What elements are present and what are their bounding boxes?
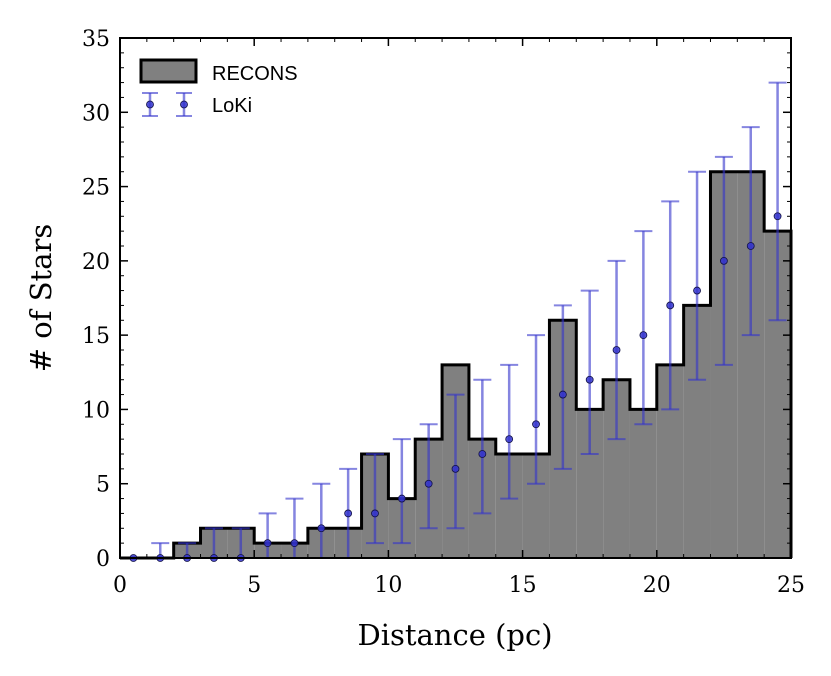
- loki-point: [263, 539, 272, 548]
- loki-point: [371, 509, 379, 518]
- y-tick-label: 25: [82, 176, 110, 201]
- axis-ticks: 0 5 10 15 20 25 0 5 10 15 20 25 30 35: [82, 27, 805, 598]
- loki-point: [720, 256, 728, 265]
- plot-frame: [119, 37, 792, 559]
- legend: RECONS LoKi: [139, 58, 298, 117]
- loki-errorbars: [124, 81, 787, 562]
- loki-point: [532, 420, 540, 429]
- x-tick-label: 5: [247, 573, 261, 598]
- loki-point-group: [553, 304, 572, 470]
- y-tick-label: 30: [82, 101, 110, 126]
- loki-point-group: [446, 393, 465, 530]
- loki-point: [693, 286, 701, 295]
- legend-loki-label: LoKi: [212, 95, 252, 117]
- y-tick-label: 20: [82, 250, 110, 275]
- loki-point-group: [607, 259, 626, 441]
- loki-point-group: [392, 438, 411, 545]
- y-axis-title: # of Stars: [24, 224, 58, 372]
- loki-point: [746, 242, 755, 250]
- loki-point: [344, 509, 353, 518]
- legend-recons-swatch: [139, 58, 198, 84]
- loki-point: [317, 524, 326, 533]
- x-tick-label: 15: [509, 573, 537, 598]
- loki-point-group: [768, 81, 787, 322]
- loki-point: [666, 301, 675, 310]
- loki-point: [505, 435, 514, 444]
- loki-point-group: [661, 200, 680, 411]
- loki-point-group: [741, 126, 760, 337]
- legend-recons-label: RECONS: [212, 63, 298, 85]
- y-tick-label: 35: [82, 27, 110, 52]
- loki-point: [290, 539, 299, 548]
- loki-point-group: [365, 453, 384, 545]
- x-axis-title: Distance (pc): [357, 618, 552, 652]
- recons-step-outline: [120, 170, 793, 560]
- y-tick-label: 15: [82, 324, 110, 349]
- loki-point-group: [527, 334, 546, 485]
- loki-point: [478, 450, 487, 458]
- loki-point-group: [500, 363, 519, 500]
- loki-point-group: [688, 170, 707, 381]
- loki-point-group: [473, 378, 492, 515]
- loki-point-group: [419, 423, 438, 530]
- loki-point: [451, 464, 460, 473]
- loki-point: [397, 494, 406, 503]
- x-tick-label: 0: [113, 573, 127, 598]
- loki-point-group: [580, 289, 599, 455]
- loki-point: [612, 346, 621, 354]
- legend-loki-dot: [180, 100, 188, 109]
- recons-bar: [629, 409, 657, 558]
- loki-point: [773, 212, 782, 221]
- loki-point: [639, 331, 648, 340]
- x-tick-label: 25: [777, 573, 805, 598]
- legend-loki-marker: [142, 92, 192, 117]
- y-tick-label: 10: [82, 398, 110, 423]
- loki-point: [585, 375, 594, 384]
- legend-loki-dot: [146, 100, 154, 109]
- loki-point: [424, 479, 433, 488]
- y-tick-label: 0: [96, 547, 110, 572]
- x-tick-label: 10: [374, 573, 402, 598]
- y-tick-label: 5: [96, 473, 110, 498]
- loki-point: [558, 390, 567, 399]
- loki-point-group: [714, 155, 733, 366]
- x-tick-label: 20: [643, 573, 671, 598]
- loki-point-group: [634, 230, 653, 426]
